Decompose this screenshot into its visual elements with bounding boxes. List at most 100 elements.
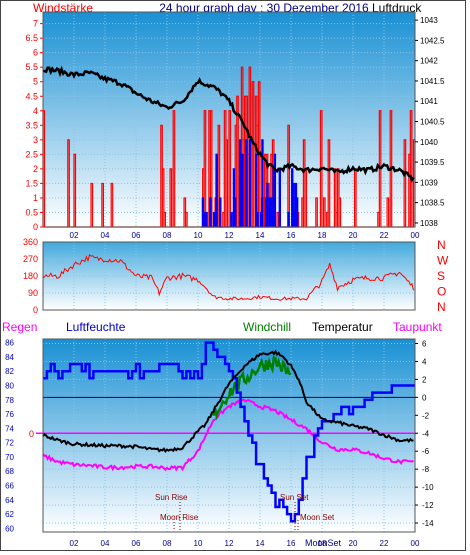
compass-label: W <box>437 254 449 268</box>
humidity-tick-label: 82 <box>5 367 14 376</box>
direction-tick-label: 0 <box>33 305 38 315</box>
temp-x-tick-label: 12 <box>225 539 234 548</box>
wind-y-axis: 0 0.5 1 1.5 2 2.5 3 3.5 4 4.5 5 5.5 6 6.5 7 <box>25 19 43 232</box>
temp-x-tick-label: 02 <box>70 539 79 548</box>
temp-x-tick-label: 20 <box>349 539 358 548</box>
pressure-tick-label: 1039 <box>420 178 438 187</box>
wind-x-tick-label: 08 <box>163 231 172 240</box>
compass-label: S <box>437 269 445 283</box>
temp-x-axis: 02 04 06 08 10 12 14 16 18 20 22 00 <box>70 539 420 548</box>
sun-set-text: Sun Set <box>280 493 309 502</box>
temperature-tick-label: -8 <box>422 465 430 474</box>
direction-y-axis: 360 270 180 90 0 <box>23 237 38 315</box>
rain-zero-label: 0 <box>29 429 34 439</box>
temp-x-tick-label: 08 <box>163 539 172 548</box>
wind-tick-label: 3.5 <box>25 120 38 130</box>
temp-x-tick-label: 10 <box>194 539 203 548</box>
pressure-tick-label: 1042.5 <box>420 36 445 45</box>
temperature-tick-label: -4 <box>422 429 430 438</box>
wind-x-tick-label: 04 <box>101 231 110 240</box>
pressure-line <box>42 65 415 183</box>
temp-x-tick-label: 16 <box>287 539 296 548</box>
wind-tick-label: 2.5 <box>25 149 38 159</box>
humidity-tick-label: 66 <box>5 482 14 491</box>
wind-x-axis: 02 04 06 08 10 12 14 16 18 20 22 00 <box>70 231 420 240</box>
taupunkt-label: Taupunkt <box>393 320 442 334</box>
humidity-tick-label: 78 <box>5 396 14 405</box>
wind-x-tick-label: 16 <box>287 231 296 240</box>
pressure-tick-label: 1038.5 <box>420 199 445 208</box>
wind-tick-label: 1.5 <box>25 178 38 188</box>
temperature-tick-label: 0 <box>422 393 427 402</box>
wind-tick-label: 5 <box>33 77 38 87</box>
temp-x-tick-label: 06 <box>132 539 141 548</box>
wind-tick-label: 3 <box>33 135 38 145</box>
humidity-tick-label: 74 <box>5 424 14 433</box>
humidity-tick-label: 76 <box>5 410 14 419</box>
humidity-tick-label: 80 <box>5 381 14 390</box>
humidity-tick-label: 86 <box>5 339 14 348</box>
temperature-tick-label: 4 <box>422 357 427 366</box>
direction-tick-label: 180 <box>23 271 38 281</box>
humidity-tick-label: 62 <box>5 510 14 519</box>
temperature-tick-label: 2 <box>422 375 427 384</box>
wind-x-tick-label: 12 <box>225 231 234 240</box>
wind-tick-label: 5.5 <box>25 62 38 72</box>
pressure-tick-label: 1043 <box>420 16 438 25</box>
wind-x-tick-label: 02 <box>70 231 79 240</box>
wind-x-tick-label: 06 <box>132 231 141 240</box>
temperature-tick-label: 6 <box>422 339 427 348</box>
direction-panel-border <box>42 241 416 311</box>
wind-tick-label: 6.5 <box>25 33 38 43</box>
direction-tick-label: 270 <box>23 254 38 264</box>
wind-tick-label: 4 <box>33 106 38 116</box>
temperature-tick-label: -6 <box>422 447 430 456</box>
windchill-line <box>212 355 292 421</box>
temperature-tick-label: -10 <box>422 483 434 492</box>
compass-label: N <box>437 238 446 252</box>
wind-x-tick-label: 10 <box>194 231 203 240</box>
compass-label: O <box>437 285 446 299</box>
temperature-tick-label: -2 <box>422 411 430 420</box>
wind-direction-line <box>42 253 414 301</box>
temperature-tick-label: -14 <box>422 519 434 528</box>
temperature-y-axis: -14 -12 -10 -8 -6 -4 -2 0 2 4 6 <box>415 339 434 528</box>
temp-x-tick-label: 18 <box>318 539 327 548</box>
wind-x-tick-label: 14 <box>256 231 265 240</box>
wind-x-tick-label: 18 <box>318 231 327 240</box>
wind-x-tick-label: 00 <box>411 231 420 240</box>
moon-set-text: Moon Set <box>300 513 335 522</box>
temperature-tick-label: -12 <box>422 501 434 510</box>
humidity-tick-label: 70 <box>5 453 14 462</box>
pressure-tick-label: 1038 <box>420 219 438 228</box>
wind-tick-label: 6 <box>33 48 38 58</box>
moonset-bottom-label: MoonSet <box>305 538 342 548</box>
temperatur-label: Temperatur <box>312 320 373 334</box>
temp-x-tick-label: 04 <box>101 539 110 548</box>
temp-panel-border <box>42 338 416 533</box>
pressure-tick-label: 1041 <box>420 97 438 106</box>
windchill-label: Windchill <box>243 320 291 334</box>
pressure-tick-label: 1042 <box>420 57 438 66</box>
pressure-tick-label: 1041.5 <box>420 77 445 86</box>
humidity-line <box>43 341 415 523</box>
humidity-tick-label: 68 <box>5 467 14 476</box>
wind-tick-label: 0.5 <box>25 207 38 217</box>
pressure-y-axis: 1038 1038.5 1039 1039.5 1040 1040.5 1041 1041.5… <box>415 16 445 228</box>
temperature-line <box>42 349 414 453</box>
temp-x-tick-label: 00 <box>411 539 420 548</box>
wind-tick-label: 0 <box>33 222 38 232</box>
humidity-y-axis: 60 62 64 66 68 70 72 74 76 78 80 82 84 86 <box>5 339 14 534</box>
sun-rise-text: Sun Rise <box>155 493 188 502</box>
regen-label: Regen <box>2 320 37 334</box>
humidity-tick-label: 64 <box>5 496 14 505</box>
humidity-tick-label: 84 <box>5 353 14 362</box>
humidity-tick-label: 72 <box>5 439 14 448</box>
wind-x-tick-label: 22 <box>380 231 389 240</box>
moon-rise-text: Moon Rise <box>160 513 199 522</box>
pressure-tick-label: 1040.5 <box>420 118 445 127</box>
wind-panel-border <box>42 11 416 228</box>
wind-tick-label: 2 <box>33 164 38 174</box>
